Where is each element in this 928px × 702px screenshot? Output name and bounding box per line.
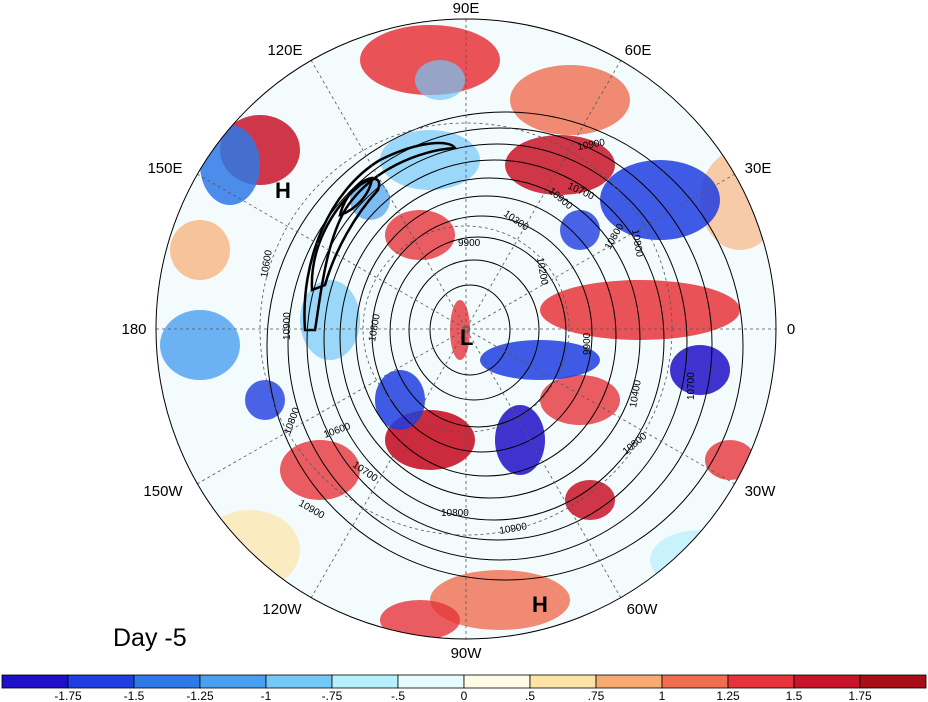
- colorbar-swatch: [595, 674, 663, 689]
- contour-label: 10700: [686, 372, 697, 400]
- colorbar-swatch: [661, 674, 729, 689]
- lon-label-180: 180: [121, 321, 146, 338]
- lon-label-150e: 150E: [147, 160, 182, 177]
- contour-label: 10400: [628, 379, 644, 409]
- contour-label: 10900: [499, 521, 529, 537]
- low-pressure-marker: L: [460, 325, 473, 350]
- contour-label: 10900: [577, 137, 607, 153]
- colorbar-swatch: [199, 674, 267, 689]
- colorbar-tick-label: -1.5: [124, 689, 145, 702]
- contour-label: 10900: [282, 312, 293, 340]
- contour-label: 9900: [582, 332, 593, 355]
- colorbar-tick-label: .75: [588, 689, 605, 702]
- contour-label: 10200: [534, 257, 550, 287]
- high-pressure-marker: H: [275, 178, 291, 203]
- contour-label: 10800: [441, 508, 469, 519]
- lon-label-0: 0: [787, 321, 795, 338]
- lon-label-30w: 30W: [745, 483, 777, 500]
- contour-label: 10600: [259, 249, 275, 279]
- lon-label-30e: 30E: [745, 160, 772, 177]
- colorbar-swatch: [265, 674, 333, 689]
- longitude-labels: 90E 60E 120E 150E 30E 180 0 150W 30W 120…: [121, 0, 795, 662]
- jet-contours: [303, 141, 458, 332]
- colorbar-tick-label: -1.75: [54, 689, 82, 702]
- colorbar-swatch: [463, 674, 531, 689]
- lon-label-60e: 60E: [625, 42, 652, 59]
- height-contours: [266, 111, 744, 581]
- colorbar-swatch: [793, 674, 861, 689]
- colorbar-swatch: [859, 674, 927, 689]
- colorbar-tick-label: 1: [659, 689, 666, 702]
- colorbar: -1.75 -1.5 -1.25 -1 -.75 -.5 0 .5 .75 1 1.25 1.5 1.7…: [1, 674, 927, 702]
- lon-label-90e: 90E: [453, 0, 480, 17]
- colorbar-tick-label: 0: [461, 689, 468, 702]
- colorbar-swatch: [67, 674, 135, 689]
- colorbar-tick-label: .5: [525, 689, 535, 702]
- map-border: [155, 18, 777, 640]
- colorbar-swatch: [1, 674, 69, 689]
- colorbar-tick-label: 1.75: [848, 689, 872, 702]
- colorbar-tick-label: -.5: [391, 689, 405, 702]
- colorbar-tick-label: 1.5: [786, 689, 803, 702]
- graticule: [156, 19, 776, 639]
- colorbar-swatch: [529, 674, 597, 689]
- contour-label: 9900: [458, 238, 481, 249]
- anomaly-field: [156, 19, 776, 639]
- contour-label: 10800: [629, 229, 645, 259]
- colorbar-swatch: [133, 674, 201, 689]
- lon-label-120e: 120E: [267, 42, 302, 59]
- lon-label-150w: 150W: [143, 483, 183, 500]
- contour-label: 10800: [367, 313, 383, 343]
- colorbar-tick-label: -1.25: [186, 689, 214, 702]
- colorbar-tick-label: 1.25: [716, 689, 740, 702]
- lon-label-60w: 60W: [627, 601, 659, 618]
- lon-label-90w: 90W: [451, 645, 483, 662]
- high-pressure-marker: H: [532, 592, 548, 617]
- colorbar-swatch: [397, 674, 465, 689]
- lon-label-120w: 120W: [262, 601, 302, 618]
- colorbar-tick-label: -1: [261, 689, 272, 702]
- colorbar-tick-label: -.75: [322, 689, 343, 702]
- colorbar-swatch: [331, 674, 399, 689]
- colorbar-swatch: [727, 674, 795, 689]
- day-label: Day -5: [113, 624, 187, 652]
